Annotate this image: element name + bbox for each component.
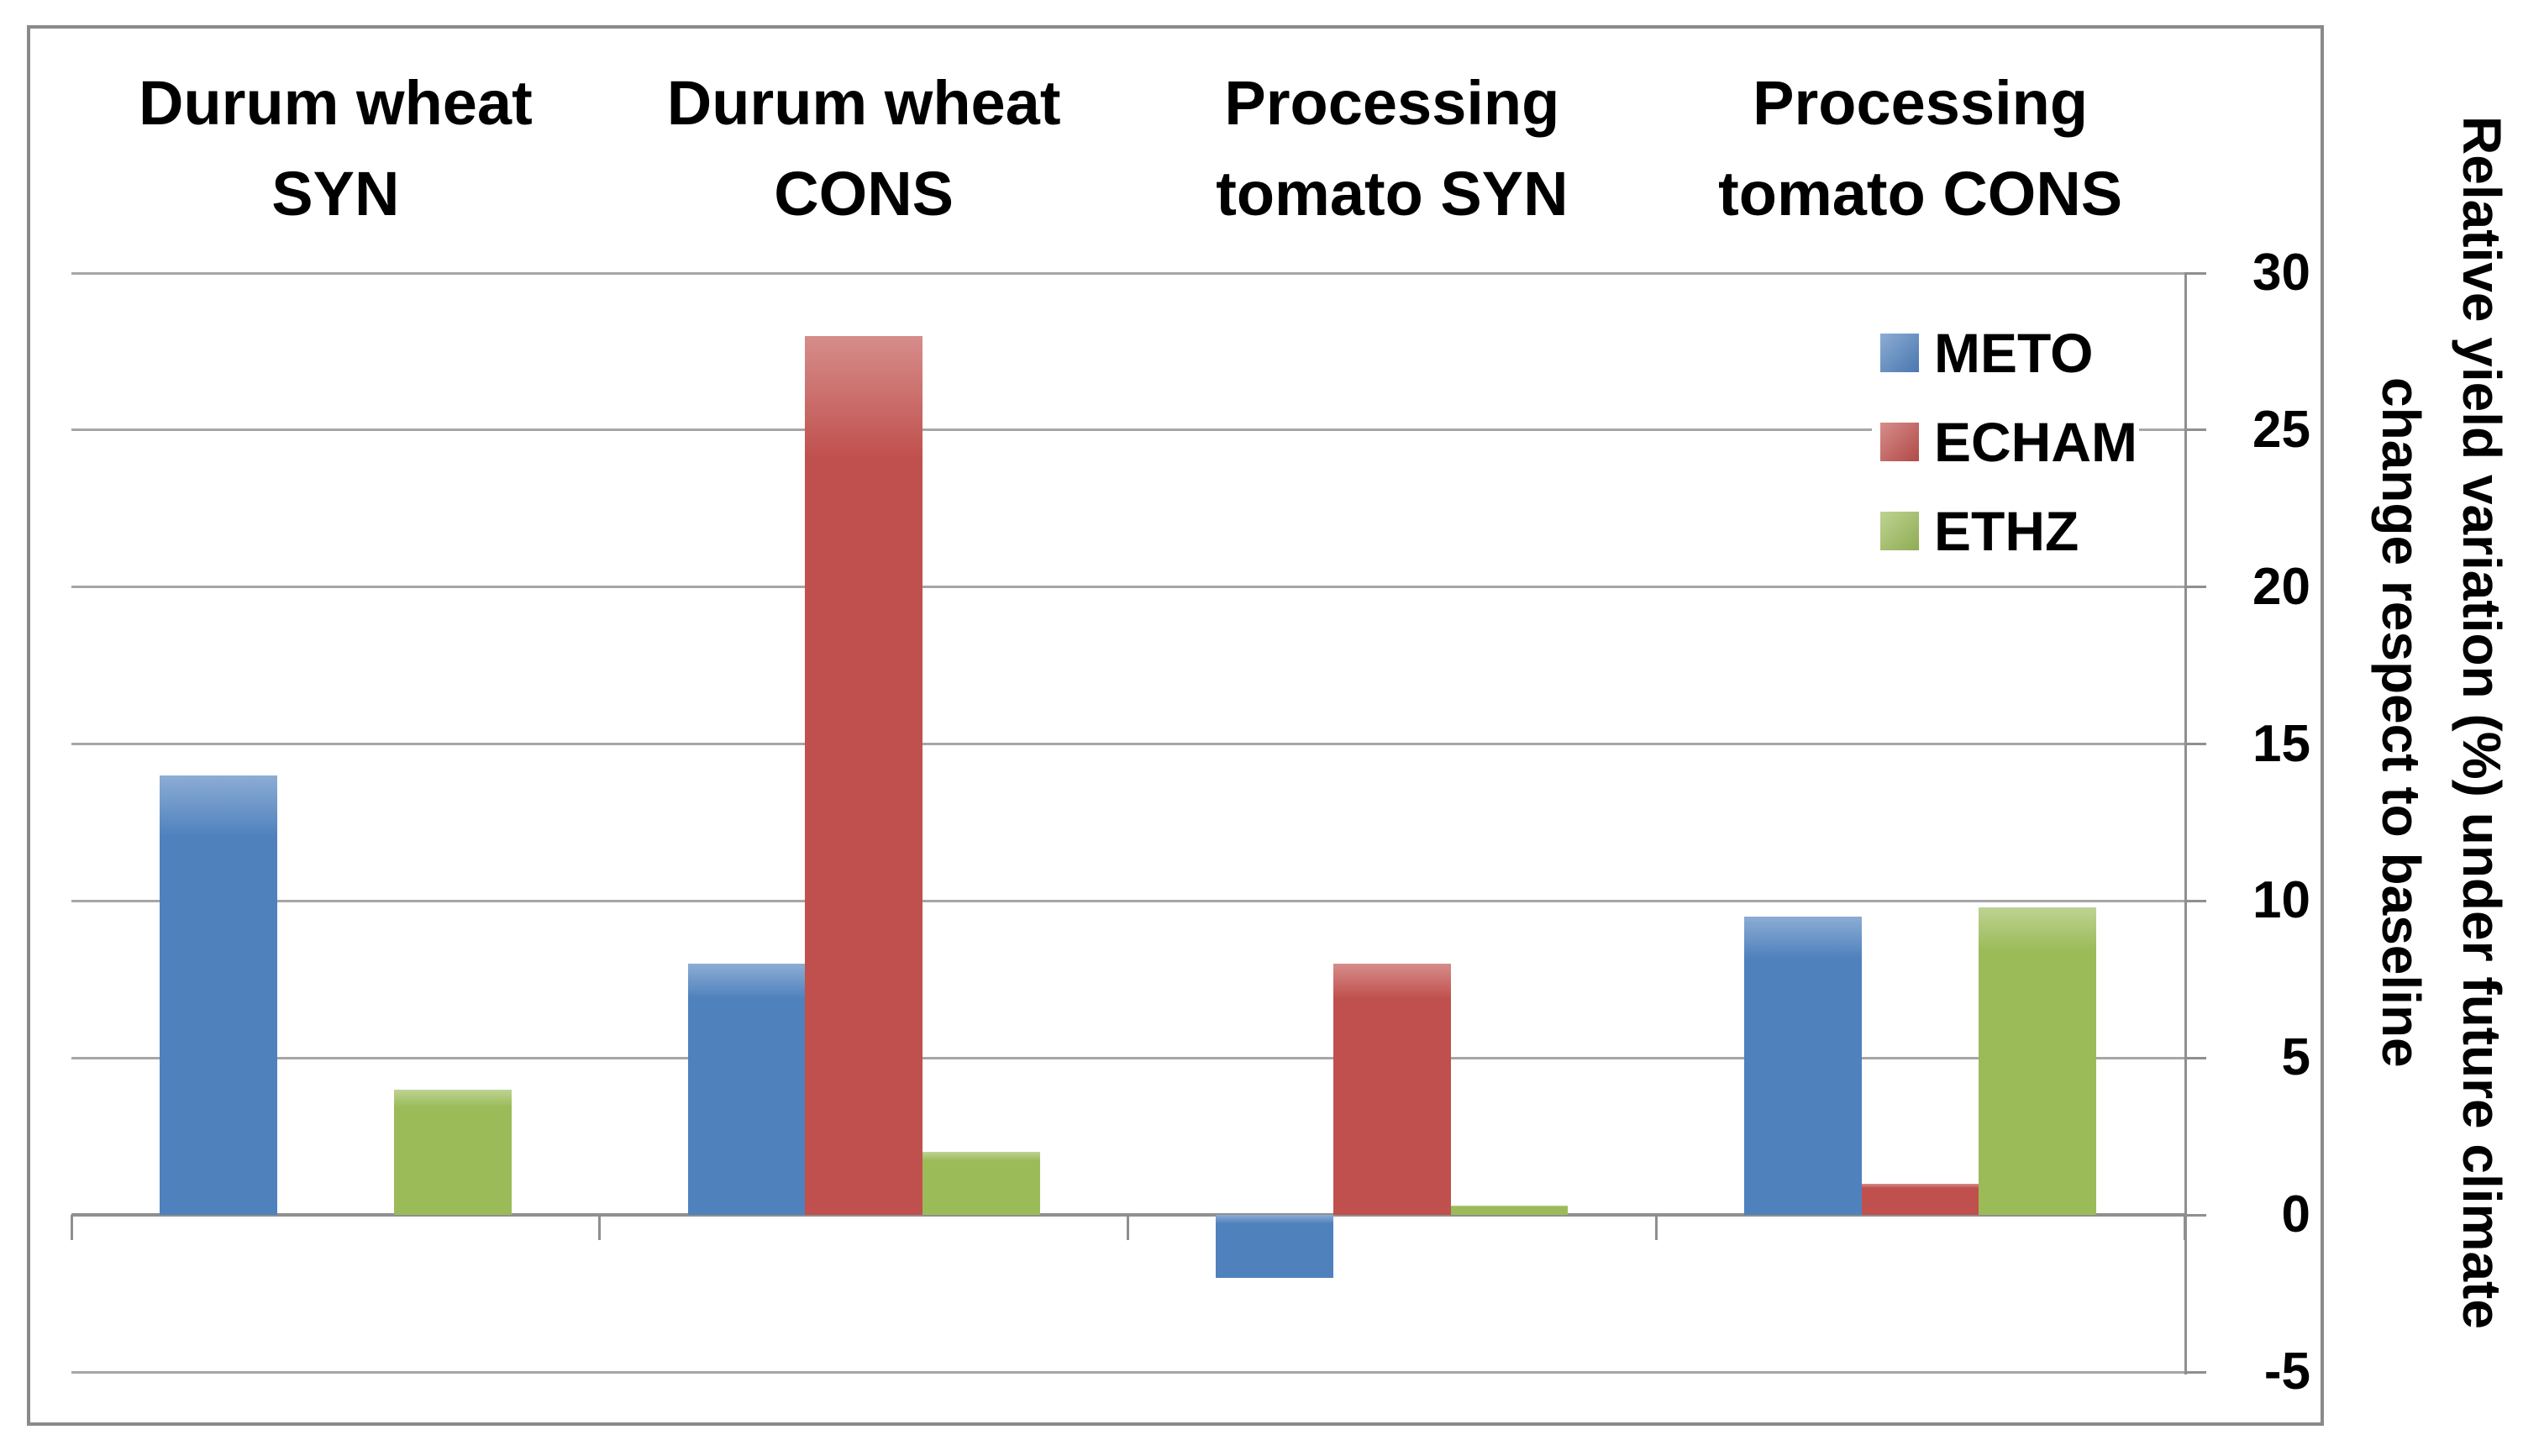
legend-item-echam: ECHAM (1872, 400, 2139, 484)
y-axis-tick (2184, 743, 2206, 746)
x-axis-tick (70, 1215, 73, 1241)
y-tick-label: 10 (2252, 871, 2310, 930)
y-tick-label: 0 (2281, 1185, 2310, 1244)
legend-label: METO (1934, 322, 2094, 384)
x-axis-tick (598, 1215, 602, 1241)
legend-swatch-meto (1880, 334, 1919, 372)
y-tick-label: 30 (2252, 244, 2310, 302)
bar-ethz-2 (922, 1152, 1040, 1216)
y-axis-title-line2: change respect to baseline (2371, 377, 2431, 1068)
category-title: Durum wheat SYN (139, 68, 533, 229)
y-axis-tick (2184, 428, 2206, 432)
y-axis-tick (2184, 271, 2206, 275)
x-axis-tick (2183, 1215, 2186, 1241)
gridline (71, 586, 2184, 589)
bar-echam-2 (805, 335, 922, 1216)
bar-meto-3 (1216, 1215, 1333, 1278)
bar-ethz-4 (1979, 907, 2097, 1216)
y-axis-tick (2184, 1213, 2206, 1217)
y-axis-tick (2184, 1056, 2206, 1059)
legend-item-ethz: ETHZ (1872, 489, 2139, 573)
bar-meto-4 (1744, 917, 1862, 1216)
x-axis-tick (1127, 1215, 1129, 1241)
bar-ethz-1 (394, 1089, 512, 1216)
y-axis-tick (2184, 1370, 2206, 1374)
bar-echam-4 (1861, 1183, 1979, 1216)
category-title: Durum wheat CONS (666, 68, 1061, 229)
legend-swatch-echam (1880, 423, 1919, 461)
gridline (71, 743, 2184, 746)
gridline (71, 1370, 2184, 1374)
y-tick-label: 25 (2252, 400, 2310, 459)
legend-swatch-ethz (1880, 512, 1919, 550)
gridline (71, 271, 2184, 275)
y-tick-label: 15 (2252, 714, 2310, 773)
legend-label: ECHAM (1934, 411, 2137, 473)
y-tick-label: -5 (2263, 1343, 2310, 1401)
y-axis-line (2184, 273, 2187, 1375)
gridline (71, 899, 2184, 902)
gridline (71, 1056, 2184, 1059)
category-title: Processing tomato SYN (1216, 68, 1569, 229)
bar-echam-3 (1333, 964, 1451, 1216)
legend-item-meto: METO (1872, 311, 2139, 395)
category-title: Processing tomato CONS (1718, 68, 2123, 229)
y-axis-title: Relative yield variation (%) under futur… (2357, 25, 2522, 1420)
legend-label: ETHZ (1934, 500, 2079, 562)
y-axis-tick (2184, 586, 2206, 589)
legend: METO ECHAM ETHZ (1872, 309, 2139, 575)
y-tick-label: 5 (2281, 1028, 2310, 1087)
bar-meto-1 (159, 775, 277, 1216)
gridline (71, 428, 2184, 432)
y-tick-label: 20 (2252, 557, 2310, 616)
y-axis-tick (2184, 899, 2206, 902)
y-axis-title-line1: Relative yield variation (%) under futur… (2452, 116, 2512, 1329)
bar-ethz-3 (1450, 1205, 1569, 1216)
x-axis-tick (1654, 1215, 1658, 1241)
bar-meto-2 (687, 964, 806, 1216)
